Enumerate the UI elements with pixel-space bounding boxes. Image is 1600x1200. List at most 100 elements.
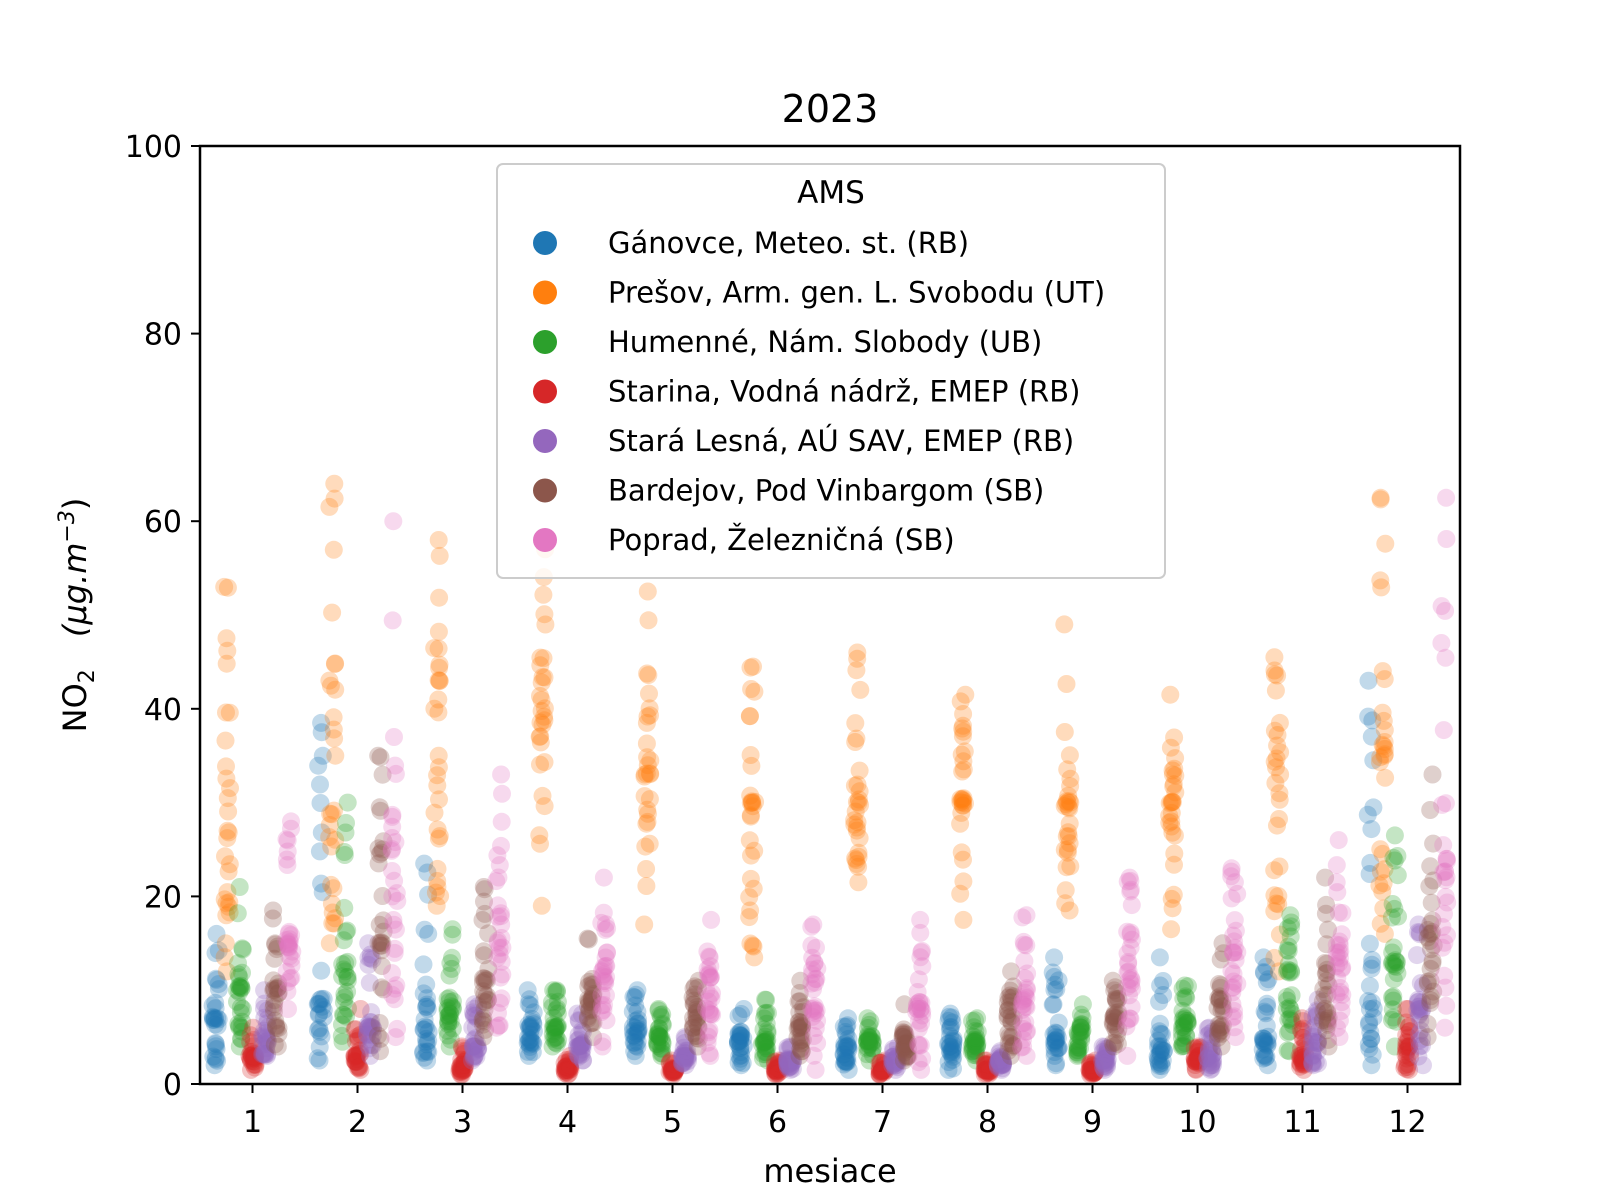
- data-point: [1160, 806, 1179, 825]
- data-point: [1210, 991, 1229, 1010]
- data-point: [872, 1063, 891, 1081]
- data-point: [1094, 1052, 1113, 1070]
- data-point: [653, 1016, 672, 1035]
- data-point: [792, 1042, 811, 1061]
- data-point: [417, 998, 435, 1016]
- data-point: [1330, 932, 1349, 951]
- data-point: [699, 1027, 718, 1046]
- data-point: [837, 1052, 855, 1071]
- data-point: [1222, 961, 1241, 980]
- data-point: [371, 936, 390, 955]
- data-point: [1188, 1039, 1207, 1057]
- data-point: [1383, 954, 1401, 973]
- data-point: [531, 834, 549, 853]
- data-point: [547, 1028, 566, 1047]
- data-point: [454, 1061, 473, 1080]
- data-point: [359, 948, 378, 967]
- data-point: [639, 666, 658, 685]
- data-point: [990, 1050, 1009, 1069]
- data-point: [976, 1061, 994, 1080]
- data-point: [418, 995, 436, 1014]
- data-point: [335, 846, 354, 864]
- data-point: [455, 1059, 474, 1078]
- data-point: [206, 1037, 225, 1056]
- data-point: [568, 1037, 586, 1056]
- data-point: [894, 1027, 913, 1046]
- data-point: [1165, 728, 1184, 747]
- data-point: [743, 936, 762, 955]
- data-point: [1224, 978, 1243, 997]
- data-point: [489, 1016, 508, 1035]
- data-point: [992, 1048, 1011, 1066]
- data-point: [1080, 1060, 1099, 1079]
- data-point: [311, 794, 330, 812]
- data-point: [231, 998, 250, 1017]
- data-point: [734, 1029, 753, 1048]
- data-point: [741, 658, 760, 677]
- data-point: [592, 962, 611, 981]
- data-point: [627, 1024, 646, 1043]
- data-point: [264, 981, 283, 1000]
- data-point: [870, 1059, 889, 1078]
- data-point: [941, 1037, 960, 1056]
- data-point: [1118, 944, 1137, 963]
- data-point: [415, 1010, 434, 1029]
- data-point: [1057, 858, 1076, 877]
- data-point: [847, 792, 866, 811]
- data-point: [259, 1018, 278, 1037]
- series-5: [263, 746, 1443, 1070]
- data-point: [265, 991, 284, 1010]
- legend-label: Poprad, Železničná (SB): [608, 523, 955, 557]
- data-point: [838, 1037, 856, 1056]
- data-point: [1057, 675, 1076, 693]
- data-point: [1411, 1021, 1430, 1040]
- data-point: [683, 988, 702, 1007]
- data-point: [232, 1030, 251, 1049]
- data-point: [451, 1065, 470, 1084]
- data-point: [452, 1037, 471, 1056]
- data-point: [430, 671, 449, 690]
- data-point: [872, 1061, 891, 1080]
- data-point: [489, 868, 508, 887]
- data-point: [490, 856, 509, 875]
- data-point: [1385, 826, 1404, 845]
- data-point: [757, 1039, 776, 1058]
- data-point: [1371, 753, 1389, 771]
- data-point: [419, 924, 438, 943]
- data-point: [1017, 906, 1036, 925]
- data-point: [443, 925, 462, 944]
- data-point: [206, 1035, 225, 1053]
- data-point: [778, 1051, 797, 1070]
- data-point: [628, 1024, 647, 1043]
- data-point: [561, 1056, 579, 1075]
- data-point: [1163, 793, 1182, 811]
- data-point: [1319, 1030, 1338, 1049]
- data-point: [804, 980, 822, 999]
- data-point: [1225, 1018, 1244, 1037]
- data-point: [425, 803, 444, 822]
- data-point: [347, 1053, 365, 1072]
- data-point: [1094, 1059, 1113, 1078]
- data-point: [769, 1054, 788, 1072]
- data-point: [1209, 1020, 1228, 1039]
- data-point: [548, 992, 567, 1011]
- data-point: [492, 952, 511, 971]
- data-point: [358, 1026, 377, 1045]
- data-point: [519, 1015, 538, 1034]
- data-point: [976, 1061, 995, 1080]
- data-point: [741, 807, 760, 826]
- data-point: [784, 1052, 803, 1071]
- data-point: [884, 1047, 903, 1066]
- data-point: [1418, 928, 1437, 947]
- data-point: [596, 915, 615, 934]
- data-point: [335, 898, 354, 917]
- data-point: [863, 1039, 882, 1058]
- data-point: [264, 901, 283, 920]
- data-point: [781, 1051, 800, 1070]
- data-point: [1150, 948, 1169, 967]
- data-point: [475, 904, 494, 923]
- data-point: [628, 1022, 647, 1041]
- data-point: [419, 1031, 438, 1050]
- data-point: [543, 998, 562, 1017]
- data-point: [383, 829, 402, 847]
